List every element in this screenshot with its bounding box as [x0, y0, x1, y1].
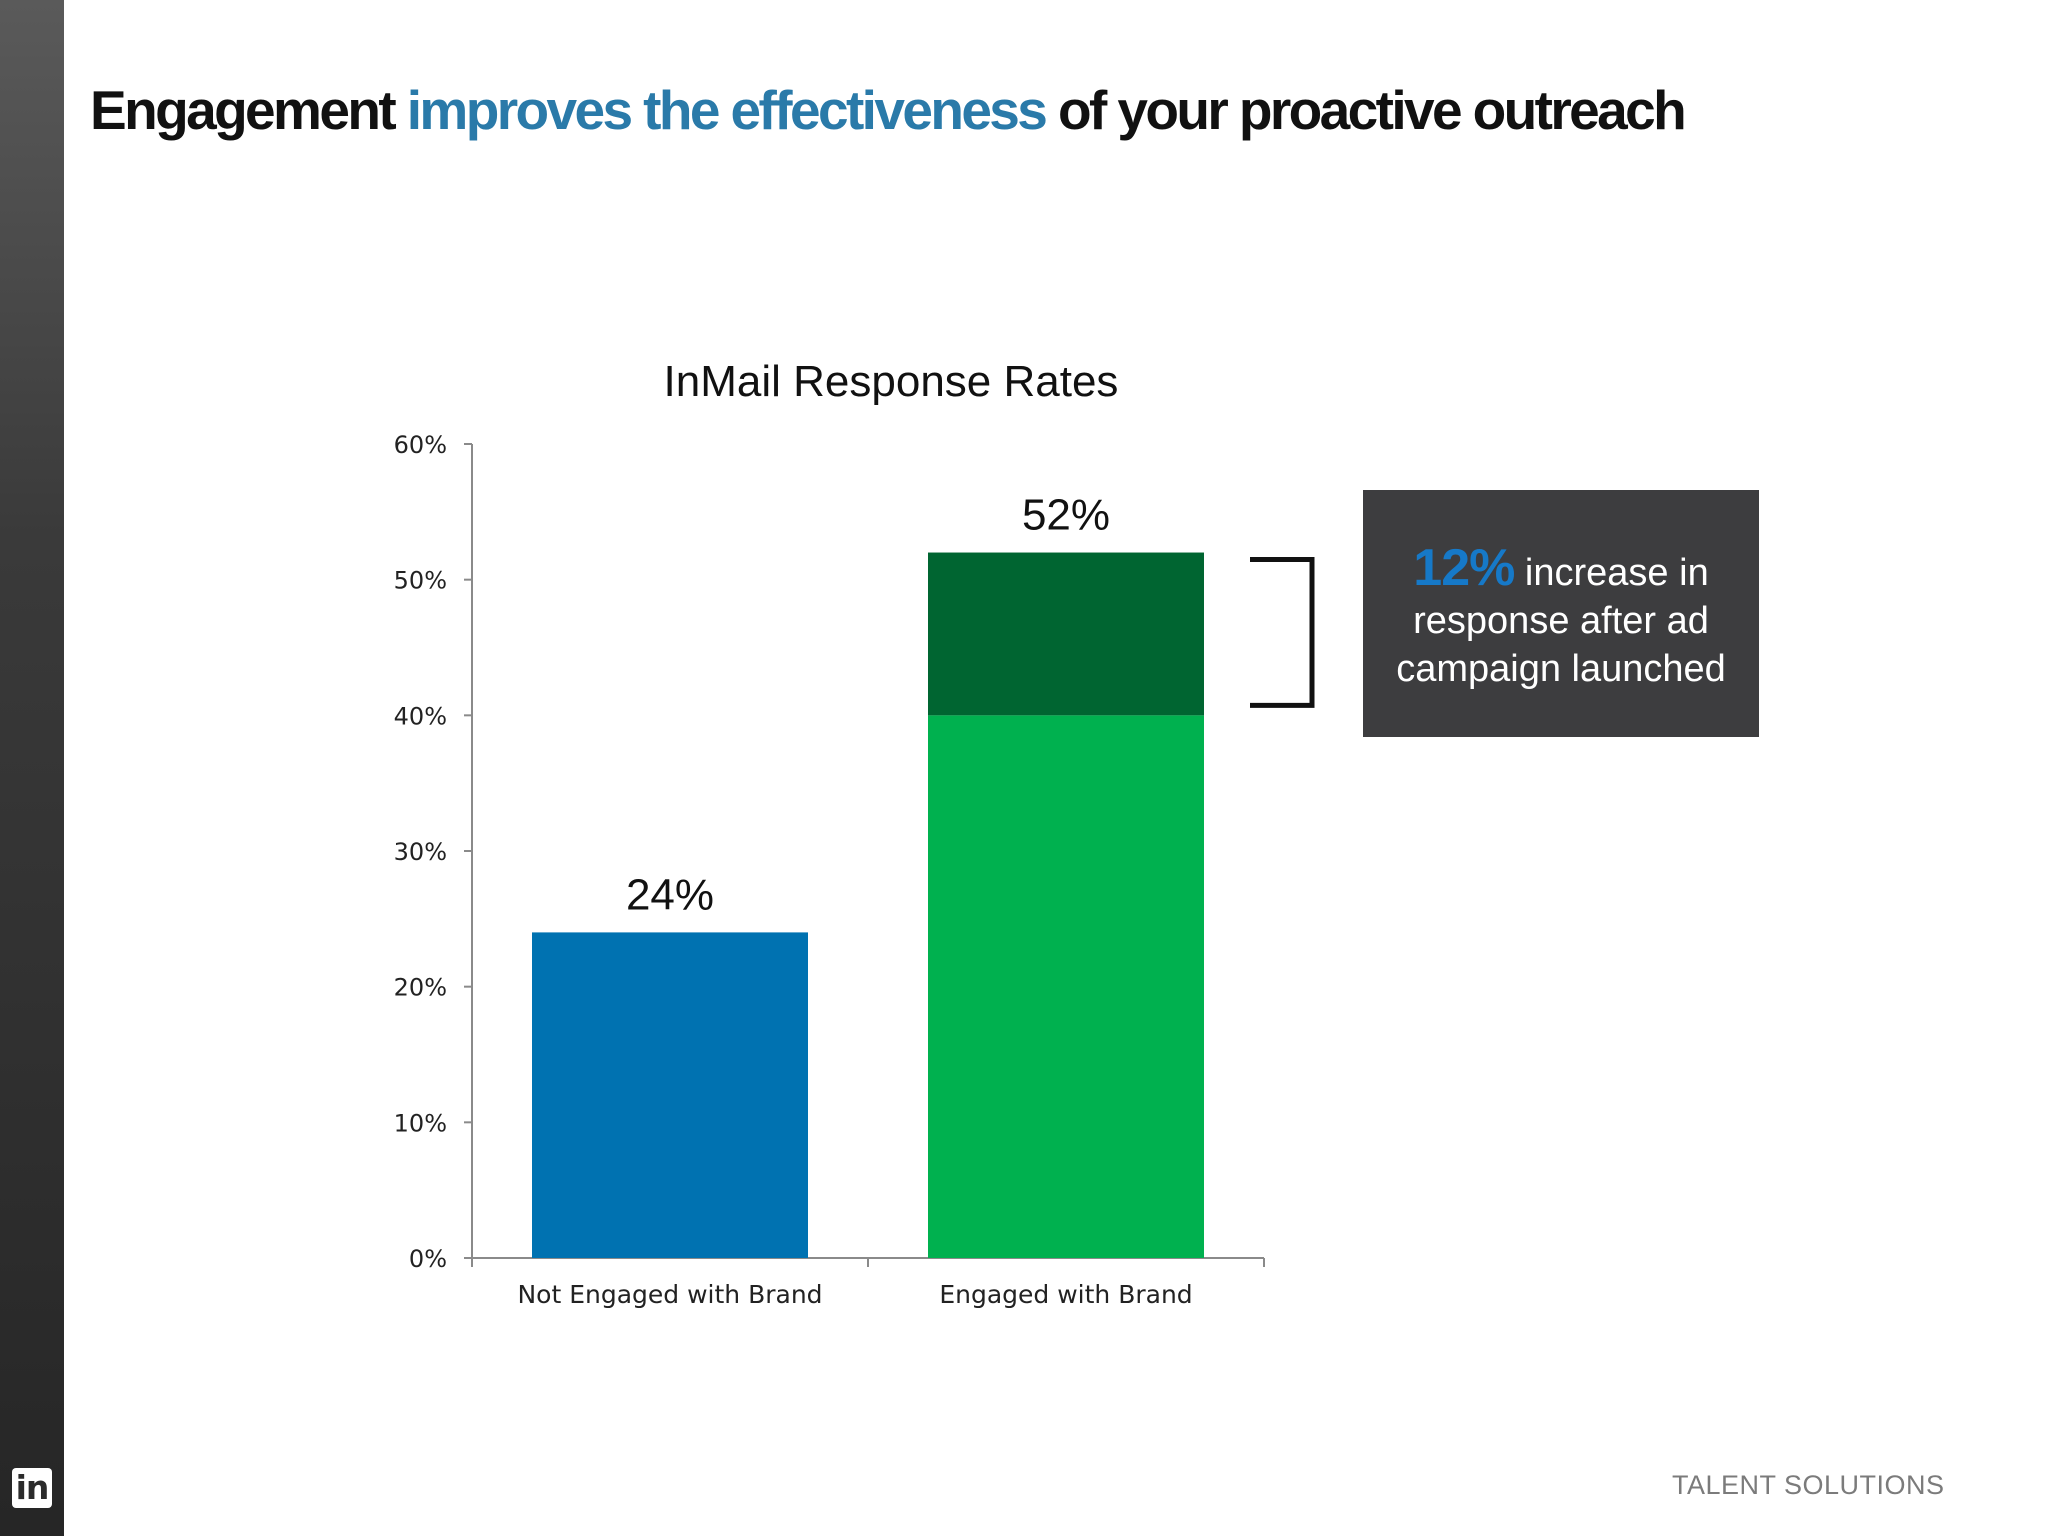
title-part-2: of your proactive outreach	[1045, 79, 1687, 141]
callout-highlight: 12%	[1413, 539, 1515, 597]
title-part-1: Engagement	[90, 79, 407, 141]
sidebar-strip	[0, 0, 64, 1536]
y-tick-label: 20%	[394, 974, 447, 1002]
bar-1-segment-1	[532, 932, 808, 1258]
slide-title: Engagement improves the effectiveness of…	[90, 78, 1687, 142]
y-tick-label: 50%	[394, 567, 447, 595]
x-tick-label: Engaged with Brand	[939, 1280, 1192, 1309]
y-tick-label: 0%	[409, 1245, 447, 1273]
data-label: 24%	[626, 870, 714, 919]
bar-2-segment-2	[928, 552, 1204, 716]
y-tick-label: 60%	[394, 431, 447, 459]
increase-bracket	[1250, 557, 1315, 708]
callout-box: 12% increase in response after ad campai…	[1363, 490, 1759, 737]
y-tick-label: 40%	[394, 702, 447, 730]
callout-line-2: response after ad	[1413, 600, 1709, 642]
footer-brand: TALENT SOLUTIONS	[1672, 1470, 1945, 1500]
callout-line-1: increase in	[1514, 552, 1709, 594]
chart-title: InMail Response Rates	[664, 357, 1119, 406]
x-tick-label: Not Engaged with Brand	[517, 1280, 822, 1309]
data-label: 52%	[1022, 491, 1110, 540]
bar-2-segment-1	[928, 715, 1204, 1258]
y-tick-label: 30%	[394, 838, 447, 866]
callout-line-3: campaign launched	[1396, 648, 1726, 690]
linkedin-logo-icon: in	[12, 1468, 52, 1508]
title-accent: improves the effectiveness	[406, 79, 1048, 141]
y-tick-label: 10%	[394, 1109, 447, 1137]
